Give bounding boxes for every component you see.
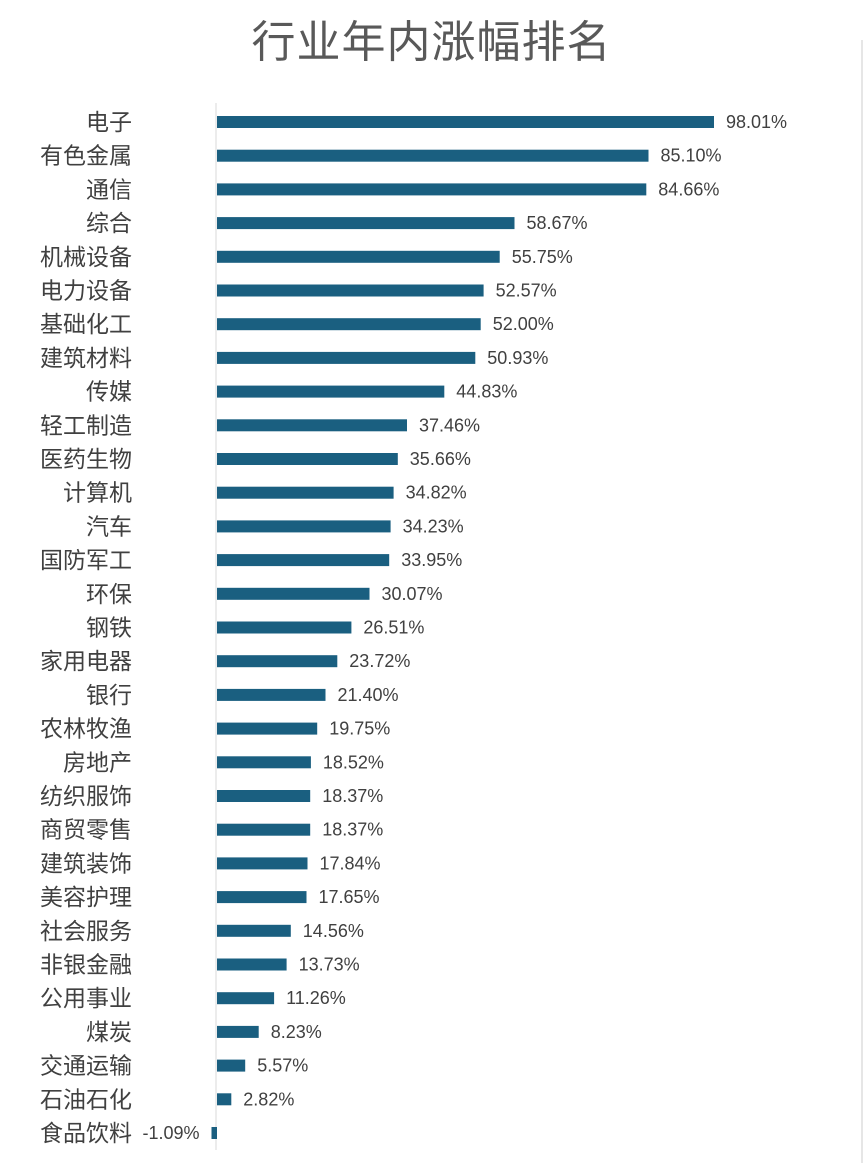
category-label: 食品饮料 xyxy=(40,1120,132,1146)
value-label: 5.57% xyxy=(257,1056,308,1076)
value-label: 17.84% xyxy=(320,853,381,873)
category-label: 建筑材料 xyxy=(40,345,132,371)
value-label: 2.82% xyxy=(243,1089,294,1109)
value-label: 18.52% xyxy=(323,752,384,772)
bar xyxy=(217,250,500,263)
bar xyxy=(217,554,390,567)
value-label: 84.66% xyxy=(658,179,719,199)
category-label: 机械设备 xyxy=(40,244,132,270)
bar xyxy=(217,688,326,701)
bar xyxy=(217,149,649,162)
category-label: 建筑装饰 xyxy=(40,850,132,876)
bar xyxy=(217,486,394,499)
bar xyxy=(217,587,370,600)
value-label: 8.23% xyxy=(271,1022,322,1042)
category-label: 汽车 xyxy=(86,513,132,539)
value-label: 11.26% xyxy=(286,988,346,1008)
category-label: 农林牧渔 xyxy=(40,716,132,742)
value-label: 55.75% xyxy=(512,247,573,267)
value-label: 35.66% xyxy=(410,449,471,469)
category-label: 美容护理 xyxy=(40,884,132,910)
value-label: 52.00% xyxy=(493,314,554,334)
category-label: 通信 xyxy=(86,176,132,202)
bar xyxy=(217,1059,246,1072)
value-label: 34.23% xyxy=(403,516,464,536)
value-label: 30.07% xyxy=(382,584,443,604)
bar xyxy=(217,385,445,398)
bar xyxy=(217,722,318,735)
bar xyxy=(217,1025,259,1038)
category-label: 有色金属 xyxy=(40,143,132,169)
category-label: 综合 xyxy=(86,210,132,236)
category-label: 轻工制造 xyxy=(40,412,132,438)
value-label: 23.72% xyxy=(349,651,410,671)
category-label: 国防军工 xyxy=(40,547,132,573)
bar xyxy=(211,1127,217,1139)
category-label: 钢铁 xyxy=(86,615,132,641)
category-label: 环保 xyxy=(86,581,132,607)
category-label: 纺织服饰 xyxy=(40,783,132,809)
bar xyxy=(217,992,275,1005)
value-label: 21.40% xyxy=(338,685,399,705)
value-label: 44.83% xyxy=(456,382,517,402)
bar xyxy=(217,284,484,297)
bar xyxy=(217,217,515,230)
category-label: 公用事业 xyxy=(40,985,132,1011)
category-label: 家用电器 xyxy=(40,648,132,674)
bar xyxy=(217,756,311,769)
bar xyxy=(217,116,714,128)
category-label: 房地产 xyxy=(63,749,132,775)
value-label: 19.75% xyxy=(329,719,390,739)
category-label: 社会服务 xyxy=(40,918,132,944)
value-label: 34.82% xyxy=(406,483,467,503)
value-label: 18.37% xyxy=(322,820,383,840)
bar xyxy=(217,621,352,634)
value-label: 18.37% xyxy=(322,786,383,806)
category-label: 传媒 xyxy=(86,379,132,405)
value-label: 17.65% xyxy=(319,887,380,907)
bar xyxy=(217,655,338,668)
bar xyxy=(217,958,287,971)
value-label: 85.10% xyxy=(661,146,722,166)
bar xyxy=(217,857,308,870)
value-label: 37.46% xyxy=(419,415,480,435)
bar xyxy=(217,790,311,802)
category-label: 电力设备 xyxy=(40,278,132,304)
value-label: 26.51% xyxy=(363,618,424,638)
category-label: 银行 xyxy=(86,682,132,708)
bar xyxy=(217,453,398,465)
value-label: -1.09% xyxy=(142,1123,199,1143)
category-label: 商贸零售 xyxy=(40,817,132,843)
value-label: 14.56% xyxy=(303,921,364,941)
category-label: 基础化工 xyxy=(40,311,132,337)
bar xyxy=(217,318,481,331)
category-label: 非银金融 xyxy=(40,952,132,978)
bar xyxy=(217,419,407,432)
category-label: 医药生物 xyxy=(40,446,132,472)
right-divider xyxy=(861,40,863,1163)
value-label: 33.95% xyxy=(401,550,462,570)
bar xyxy=(217,924,291,937)
value-label: 50.93% xyxy=(487,348,548,368)
category-label: 电子 xyxy=(86,109,132,135)
value-label: 52.57% xyxy=(496,281,557,301)
bar xyxy=(217,520,391,533)
category-label: 石油石化 xyxy=(40,1086,132,1112)
value-label: 98.01% xyxy=(726,112,787,132)
bar xyxy=(217,1093,232,1106)
bar xyxy=(217,823,311,836)
chart-title: 行业年内涨幅排名 xyxy=(251,18,612,67)
category-label: 煤炭 xyxy=(86,1019,132,1045)
bar xyxy=(217,351,476,364)
value-label: 13.73% xyxy=(299,955,360,975)
bar xyxy=(217,891,307,904)
value-label: 58.67% xyxy=(527,213,588,233)
category-label: 交通运输 xyxy=(40,1053,132,1079)
bar xyxy=(217,183,647,196)
category-label: 计算机 xyxy=(63,480,132,506)
